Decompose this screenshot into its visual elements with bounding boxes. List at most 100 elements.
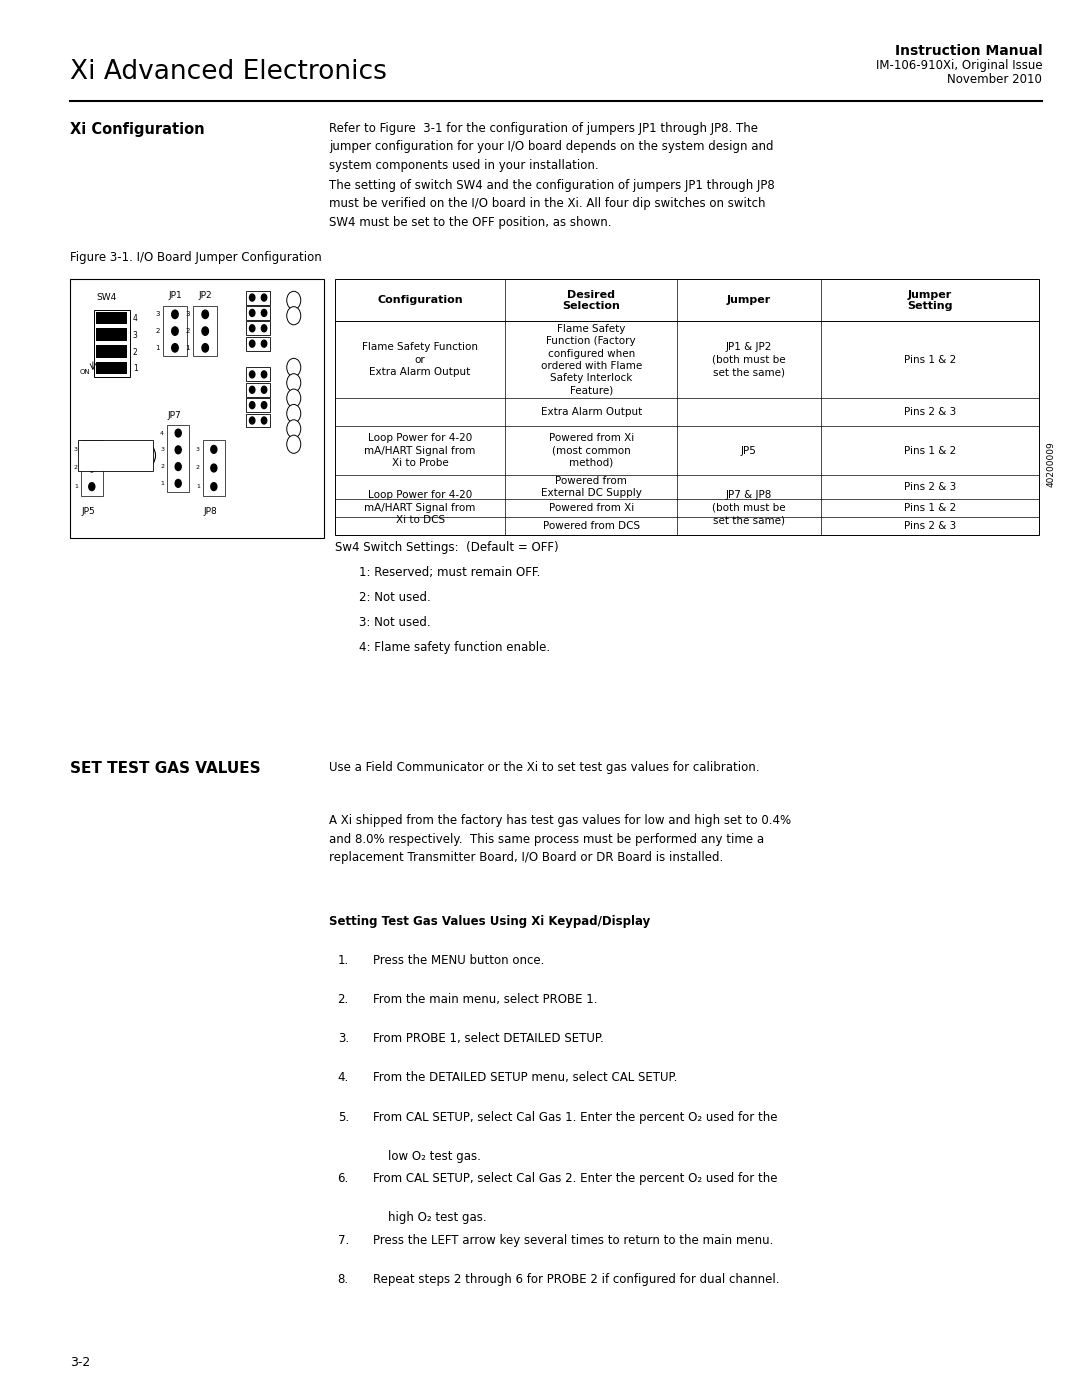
Text: JP1 & JP2
(both must be
set the same): JP1 & JP2 (both must be set the same) [712,342,786,377]
Text: Extra Alarm Output: Extra Alarm Output [541,407,642,418]
Circle shape [261,418,267,425]
Text: Use a Field Communicator or the Xi to set test gas values for calibration.: Use a Field Communicator or the Xi to se… [329,761,760,774]
Text: 8.: 8. [338,1273,349,1285]
Circle shape [211,464,217,472]
Circle shape [261,387,267,394]
Text: 5.: 5. [338,1111,349,1123]
Text: 3.: 3. [338,1032,349,1045]
Circle shape [144,451,150,460]
Circle shape [175,429,181,437]
Circle shape [261,293,267,302]
Bar [96,345,127,358]
Circle shape [261,341,267,348]
Circle shape [287,419,300,439]
Text: 7.: 7. [338,1234,349,1246]
Bar [96,328,127,341]
Text: 4.: 4. [338,1071,349,1084]
Circle shape [172,310,178,319]
Circle shape [249,387,255,394]
Text: 2: 2 [195,465,200,471]
Text: Pins 1 & 2: Pins 1 & 2 [904,355,956,365]
Text: 1: 1 [73,485,78,489]
Text: 3: 3 [186,312,190,317]
Circle shape [172,327,178,335]
Text: Flame Safety Function
or
Extra Alarm Output: Flame Safety Function or Extra Alarm Out… [362,342,478,377]
Bar [70,279,324,538]
Circle shape [202,310,208,319]
Circle shape [287,388,300,408]
Text: 2: 2 [73,465,78,471]
Text: 4: 4 [133,314,138,323]
Text: 3-2: 3-2 [70,1356,91,1369]
Text: Repeat steps 2 through 6 for PROBE 2 if configured for dual channel.: Repeat steps 2 through 6 for PROBE 2 if … [373,1273,779,1285]
Circle shape [249,402,255,408]
Text: 3: 3 [195,447,200,451]
Circle shape [287,292,300,310]
Circle shape [249,372,255,379]
Circle shape [287,436,300,453]
Text: Loop Power for 4-20
mA/HART Signal from
Xi to Probe: Loop Power for 4-20 mA/HART Signal from … [364,433,476,468]
Circle shape [249,418,255,425]
Text: JP7: JP7 [167,412,181,420]
Text: Instruction Manual: Instruction Manual [894,45,1042,59]
Circle shape [261,372,267,379]
Bar [246,321,270,335]
Text: 2: 2 [186,328,190,334]
Text: 1: Reserved; must remain OFF.: 1: Reserved; must remain OFF. [359,566,540,578]
Text: Xi Advanced Electronics: Xi Advanced Electronics [70,59,387,85]
Bar [167,425,189,492]
Circle shape [202,344,208,352]
Text: 3: Not used.: 3: Not used. [359,616,430,629]
Circle shape [175,446,181,454]
Bar [163,306,187,356]
Text: Press the LEFT arrow key several times to return to the main menu.: Press the LEFT arrow key several times t… [373,1234,773,1246]
Text: 4: 4 [160,430,164,436]
Circle shape [287,359,300,377]
Bar [335,279,1039,535]
Bar [193,306,217,356]
Text: Setting Test Gas Values Using Xi Keypad/Display: Setting Test Gas Values Using Xi Keypad/… [329,915,650,928]
Bar [81,440,103,496]
Circle shape [89,446,95,453]
Circle shape [287,307,300,326]
Text: From the main menu, select PROBE 1.: From the main menu, select PROBE 1. [373,993,597,1006]
Circle shape [105,451,111,460]
Circle shape [89,483,95,490]
Text: From CAL SETUP, select Cal Gas 1. Enter the percent O₂ used for the: From CAL SETUP, select Cal Gas 1. Enter … [373,1111,778,1123]
Text: JP5: JP5 [741,446,757,455]
Circle shape [80,444,97,467]
Text: 1: 1 [195,485,200,489]
Text: SET TEST GAS VALUES: SET TEST GAS VALUES [70,761,261,777]
Text: JP7 & JP8
(both must be
set the same): JP7 & JP8 (both must be set the same) [712,490,786,525]
Bar [96,362,127,374]
Text: Flame Safety
Function (Factory
configured when
ordered with Flame
Safety Interlo: Flame Safety Function (Factory configure… [541,324,642,395]
Bar [246,337,270,351]
Circle shape [85,451,92,460]
Text: 2: 2 [133,348,137,356]
Text: Powered from Xi: Powered from Xi [549,503,634,513]
Circle shape [89,464,95,472]
Text: JP2: JP2 [199,292,212,300]
Circle shape [119,444,136,467]
Text: A Xi shipped from the factory has test gas values for low and high set to 0.4%
a: A Xi shipped from the factory has test g… [329,814,792,865]
Text: Configuration: Configuration [377,295,463,306]
Circle shape [175,462,181,471]
Circle shape [211,446,217,453]
Text: 3: 3 [160,447,164,453]
Text: 3: 3 [156,312,160,317]
Text: Refer to Figure  3-1 for the configuration of jumpers JP1 through JP8. The
jumpe: Refer to Figure 3-1 for the configuratio… [329,122,774,172]
Text: 2: 2 [160,464,164,469]
Circle shape [138,444,156,467]
Text: Loop Power for 4-20
mA/HART Signal from
Xi to DCS: Loop Power for 4-20 mA/HART Signal from … [364,490,476,525]
Circle shape [287,405,300,423]
Circle shape [261,309,267,317]
Text: 4: Flame safety function enable.: 4: Flame safety function enable. [359,641,550,654]
Text: 3: 3 [73,447,78,451]
Text: 1: 1 [186,345,190,351]
Bar [246,306,270,320]
Text: Powered from Xi
(most common
method): Powered from Xi (most common method) [549,433,634,468]
Text: Jumper: Jumper [727,295,771,306]
Text: Figure 3-1. I/O Board Jumper Configuration: Figure 3-1. I/O Board Jumper Configurati… [70,251,322,264]
Circle shape [124,451,131,460]
Text: 1: 1 [160,481,164,486]
